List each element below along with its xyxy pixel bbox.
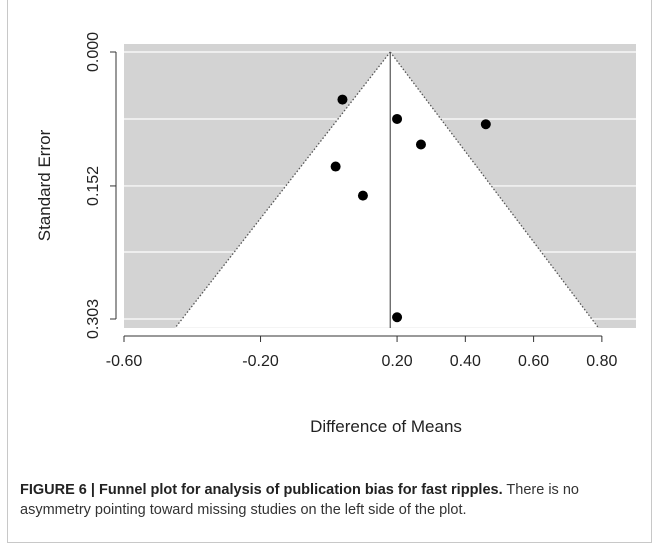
y-tick-label: 0.303 (85, 299, 102, 339)
caption-title: FIGURE 6 | Funnel plot for analysis of p… (20, 482, 503, 498)
funnel-region (175, 52, 599, 328)
x-tick-label: 0.80 (586, 353, 617, 370)
caption-text: There is no asymmetry pointing toward mi… (20, 482, 579, 518)
funnel-right-edge (389, 51, 599, 329)
funnel-left-edge (174, 51, 391, 329)
data-point (330, 161, 341, 172)
data-point (392, 113, 403, 124)
data-point (337, 94, 348, 105)
funnel-plot: 0.000 0.152 0.303-0.60 -0.20 0.20 0.40 0.60 0.8… (35, 32, 636, 436)
x-tick-label: 0.60 (518, 353, 549, 370)
data-points (330, 94, 491, 323)
data-point (415, 139, 426, 150)
x-tick-label: 0.20 (381, 353, 412, 370)
data-point (392, 312, 403, 323)
y-tick-label: 0.000 (85, 32, 102, 72)
axes: 0.000 0.152 0.303-0.60 -0.20 0.20 0.40 0.60 0.8… (85, 32, 618, 370)
figure-caption: FIGURE 6 | Funnel plot for analysis of p… (20, 480, 640, 520)
funnel (174, 51, 599, 329)
x-axis-label: Difference of Means (310, 417, 462, 436)
x-tick-label: -0.20 (242, 353, 279, 370)
y-axis-label: Standard Error (35, 129, 54, 241)
x-tick-label: -0.60 (106, 353, 143, 370)
data-point (480, 119, 491, 130)
data-point (357, 190, 368, 201)
y-tick-label: 0.152 (85, 166, 102, 206)
x-tick-label: 0.40 (450, 353, 481, 370)
